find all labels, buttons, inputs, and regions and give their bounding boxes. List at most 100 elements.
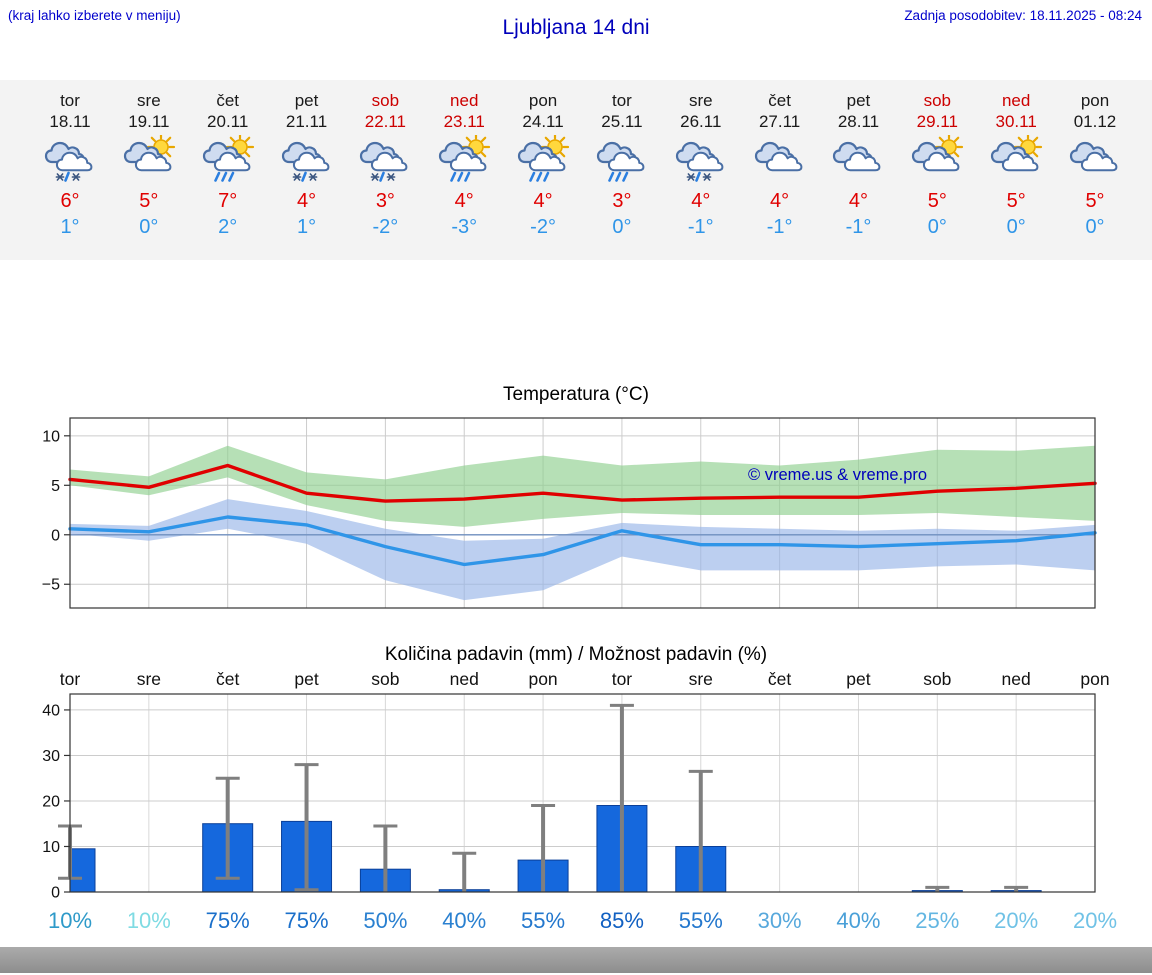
day-date: 27.11 [758,112,801,131]
day-name: čet [768,91,791,110]
day-column: sre 26.11 4° -1° [658,90,744,239]
day-column: tor 25.11 3° 0° [579,90,665,239]
day-column: čet 27.11 4° -1° [737,90,823,239]
day-name: sre [137,91,161,110]
svg-text:ned: ned [450,669,479,689]
day-date: 22.11 [364,112,407,131]
day-date: 20.11 [207,112,249,131]
day-name: pon [528,91,558,110]
days-strip: tor 18.11 6° 1° sre 19.11 5° 0° čet 20.11 7° 2° pet 2… [0,80,1152,260]
day-column: sob 22.11 3° -2° [342,90,428,239]
precip-probability: 25% [915,908,960,933]
temperature-chart-title: Temperatura (°C) [503,384,649,405]
cloud-sleet-icon [342,135,428,187]
day-column: pon 01.12 5° 0° [1052,90,1138,239]
precip-probability: 75% [284,908,329,933]
watermark: © vreme.us & vreme.pro [748,466,927,484]
day-temp-min: 1° [60,216,80,238]
day-temp-min: 2° [218,216,238,238]
precip-probability: 40% [836,908,881,933]
day-temp-min: 0° [139,216,159,238]
svg-text:20: 20 [42,794,60,811]
svg-text:čet: čet [216,669,239,689]
svg-text:tor: tor [60,669,81,689]
temperature-chart: −5 0 5 10 © vreme.us & vreme.pro [42,417,1097,609]
svg-text:10: 10 [42,839,60,856]
sun-cloud-icon [106,132,192,187]
svg-text:čet: čet [768,669,791,689]
day-temp-max: 5° [1085,190,1105,212]
svg-text:10: 10 [42,428,60,445]
clouds-icon [1052,135,1138,187]
cloud-sleet-icon [27,135,113,187]
day-name: ned [1001,91,1031,110]
svg-text:sob: sob [371,669,399,689]
day-temp-max: 5° [927,190,947,212]
day-column: pet 21.11 4° 1° [264,90,350,239]
day-name: čet [216,91,240,110]
svg-text:−5: −5 [42,577,60,594]
precipitation-chart-title: Količina padavin (mm) / Možnost padavin … [384,644,768,665]
day-name: sre [688,91,713,110]
day-temp-max: 4° [848,190,869,212]
day-temp-max: 4° [533,190,553,212]
precip-probability: 55% [678,908,723,933]
day-temp-max: 3° [612,190,632,212]
day-temp-min: -1° [766,216,793,238]
precip-probability: 55% [521,908,566,933]
sun-cloud-rain-icon [500,132,586,187]
svg-text:40: 40 [42,702,60,719]
day-name: pet [846,91,871,110]
day-column: pet 28.11 4° -1° [815,90,901,239]
page-title: Ljubljana 14 dni [502,16,650,39]
day-name: pon [1080,91,1110,110]
svg-text:tor: tor [612,669,633,689]
day-temp-max: 7° [218,190,238,212]
day-name: pet [294,91,319,110]
day-date: 01.12 [1073,112,1117,131]
day-date: 19.11 [128,112,170,131]
cloud-sleet-icon [264,135,350,187]
precip-probability: 10% [126,908,171,933]
day-column: ned 23.11 4° -3° [421,90,507,239]
svg-text:sre: sre [689,669,713,689]
svg-text:30: 30 [42,748,60,765]
day-column: pon 24.11 4° -2° [500,90,586,239]
day-temp-min: -3° [451,216,478,238]
svg-text:5: 5 [51,478,60,495]
day-date: 26.11 [680,112,722,131]
menu-hint: (kraj lahko izberete v meniju) [8,8,181,23]
svg-text:ned: ned [1002,669,1031,689]
clouds-icon [737,135,823,187]
day-temp-max: 4° [691,190,711,212]
svg-text:pet: pet [294,669,318,689]
day-column: tor 18.11 6° 1° [27,90,113,239]
day-date: 21.11 [285,112,328,131]
day-date: 25.11 [601,112,643,131]
day-temp-min: 0° [1085,216,1105,238]
svg-text:pon: pon [528,669,557,689]
day-date: 30.11 [995,112,1037,131]
svg-text:sob: sob [923,669,951,689]
day-date: 23.11 [443,112,485,131]
day-column: sre 19.11 5° 0° [106,90,192,239]
cloud-rain-icon [579,135,665,187]
day-column: ned 30.11 5° 0° [973,90,1059,239]
day-name: tor [60,91,80,110]
day-name: sob [923,91,951,110]
day-temp-min: 0° [1006,216,1026,238]
day-name: tor [612,91,632,110]
precip-probability: 10% [47,908,93,933]
day-temp-max: 3° [375,190,395,212]
day-column: čet 20.11 7° 2° [185,90,271,239]
day-date: 18.11 [49,112,91,131]
last-update: Zadnja posodobitev: 18.11.2025 - 08:24 [904,8,1142,23]
spacer [0,260,1152,382]
day-temp-max: 4° [296,190,317,212]
day-temp-min: -2° [372,216,399,238]
svg-text:0: 0 [51,885,60,902]
sun-cloud-icon [973,132,1059,187]
day-name: ned [450,91,479,110]
day-temp-min: 0° [612,216,632,238]
